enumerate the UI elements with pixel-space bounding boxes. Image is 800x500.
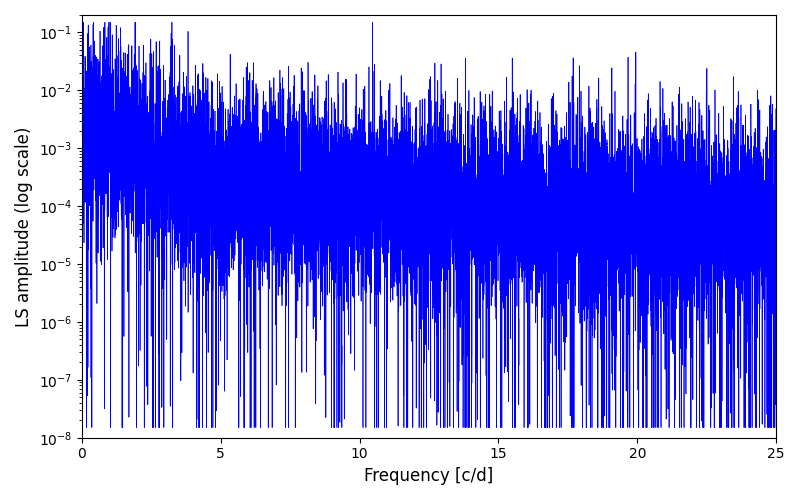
X-axis label: Frequency [c/d]: Frequency [c/d]: [364, 467, 494, 485]
Y-axis label: LS amplitude (log scale): LS amplitude (log scale): [15, 126, 33, 326]
